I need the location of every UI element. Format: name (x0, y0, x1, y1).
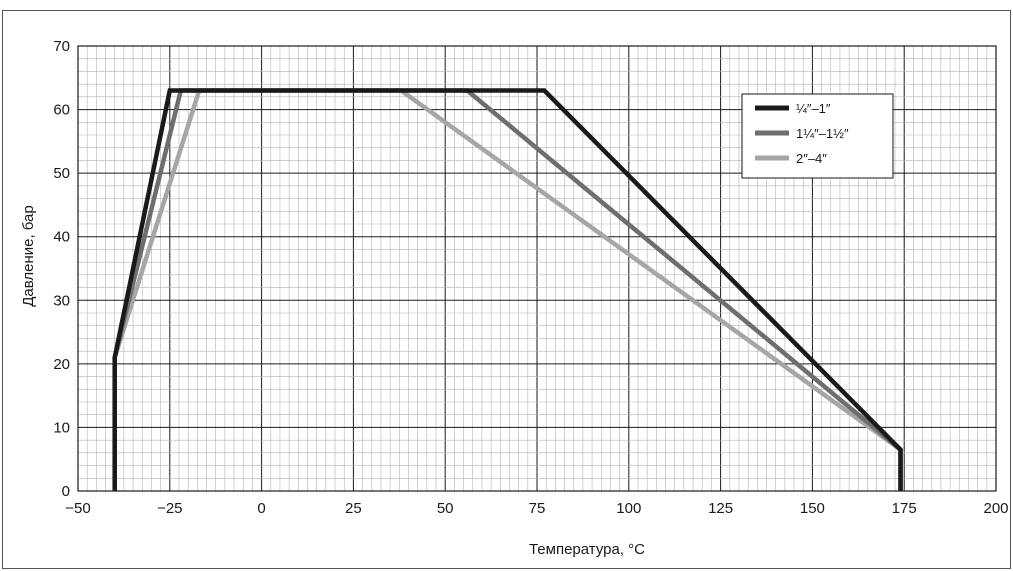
x-tick-label: −50 (65, 500, 90, 517)
y-tick-label: 60 (53, 102, 70, 119)
x-tick-label: 25 (345, 500, 362, 517)
x-tick-label: 100 (616, 500, 641, 517)
x-tick-label: 50 (437, 500, 454, 517)
legend-label: 2″–4″ (796, 151, 827, 166)
legend-box (741, 93, 894, 179)
y-tick-label: 40 (53, 229, 70, 246)
x-tick-label: −25 (157, 500, 182, 517)
x-tick-label: 0 (257, 500, 265, 517)
y-tick-label: 50 (53, 165, 70, 182)
y-tick-label: 10 (53, 419, 70, 436)
x-tick-label: 200 (983, 500, 1008, 517)
y-axis-label: Давление, бар (20, 205, 37, 307)
grid (77, 45, 997, 492)
legend-label: 1¼″–1½″ (796, 126, 849, 141)
x-tick-label: 75 (529, 500, 546, 517)
x-tick-label: 150 (800, 500, 825, 517)
x-tick-label: 175 (892, 500, 917, 517)
legend: ¼″–1″ 1¼″–1½″ 2″–4″ (741, 93, 894, 179)
y-tick-label: 30 (53, 292, 70, 309)
legend-label: ¼″–1″ (796, 101, 831, 116)
series-line-1 (112, 88, 903, 491)
y-tick-label: 0 (62, 483, 70, 500)
x-axis-label: Температура, °C (529, 541, 645, 558)
y-tick-label: 20 (53, 356, 70, 373)
chart-frame (2, 10, 1011, 569)
y-tick-label: 70 (53, 38, 70, 55)
tick-labels: −50 −25 0 25 50 75 100 125 150 175 200 0 10 20 30 40 50 6… (53, 38, 1008, 517)
x-tick-label: 125 (708, 500, 733, 517)
plot-area-border (77, 45, 997, 492)
series-layer (112, 88, 903, 491)
